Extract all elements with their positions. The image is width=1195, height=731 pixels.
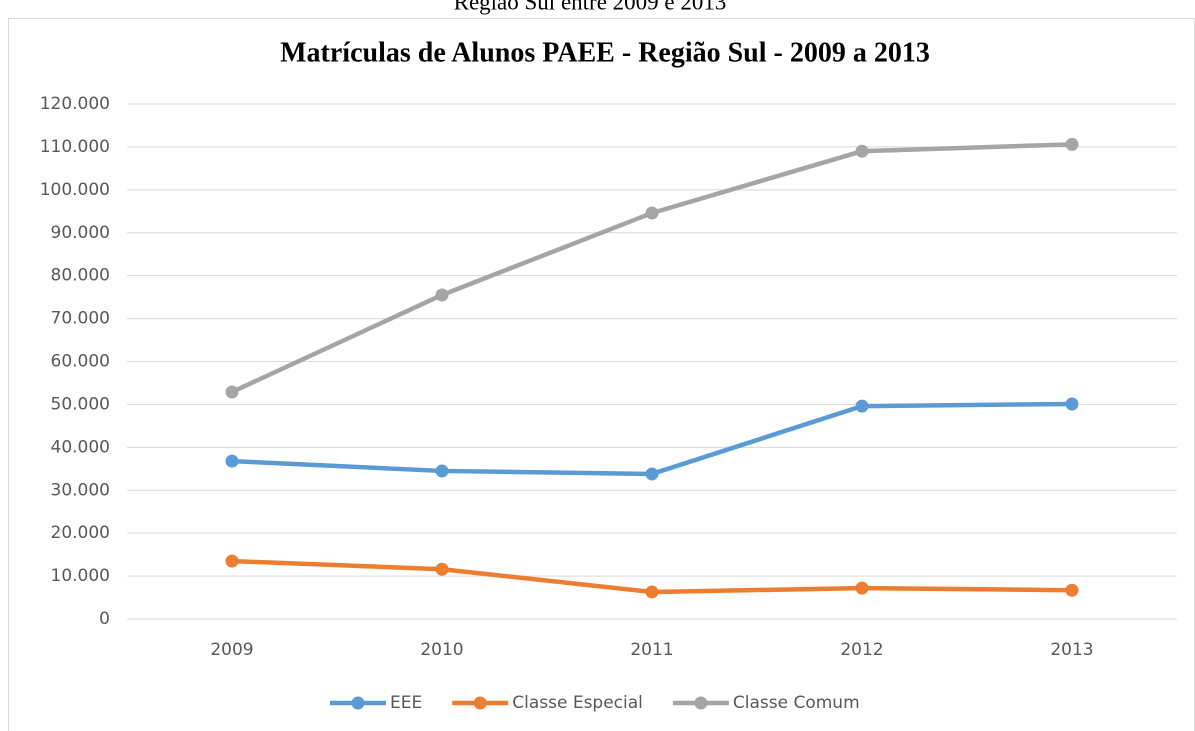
chart-frame — [8, 18, 1195, 731]
legend-label: Classe Comum — [733, 693, 860, 713]
legend-marker — [351, 696, 365, 710]
point — [225, 554, 239, 568]
y-tick-label: 100.000 — [40, 180, 110, 200]
x-tick-label: 2013 — [1050, 640, 1093, 660]
point — [645, 467, 659, 481]
point — [435, 562, 449, 576]
y-tick-label: 60.000 — [51, 352, 110, 372]
point — [645, 206, 659, 220]
y-tick-label: 110.000 — [40, 137, 110, 157]
y-tick-label: 10.000 — [51, 566, 110, 586]
x-tick-label: 2010 — [420, 640, 463, 660]
point — [435, 288, 449, 302]
point — [225, 454, 239, 468]
y-tick-label: 50.000 — [51, 394, 110, 414]
point — [225, 385, 239, 399]
x-tick-label: 2011 — [630, 640, 673, 660]
y-tick-label: 80.000 — [51, 266, 110, 286]
point — [1065, 583, 1079, 597]
point — [1065, 397, 1079, 411]
point — [855, 581, 869, 595]
legend-label: Classe Especial — [512, 693, 643, 713]
chart-title: Matrículas de Alunos PAEE - Região Sul -… — [280, 37, 930, 68]
y-tick-label: 40.000 — [51, 437, 110, 457]
x-tick-label: 2012 — [840, 640, 883, 660]
x-tick-label: 2009 — [210, 640, 253, 660]
legend-marker — [694, 696, 708, 710]
point — [645, 585, 659, 599]
legend-label: EEE — [390, 693, 422, 713]
point — [855, 399, 869, 413]
y-tick-label: 20.000 — [51, 523, 110, 543]
y-tick-label: 90.000 — [51, 223, 110, 243]
point — [435, 464, 449, 478]
y-tick-label: 0 — [99, 609, 110, 629]
legend-marker — [473, 696, 487, 710]
caption: Região Sul entre 2009 e 2013 — [454, 0, 727, 14]
y-tick-label: 70.000 — [51, 309, 110, 329]
point — [1065, 137, 1079, 151]
y-tick-label: 120.000 — [40, 94, 110, 114]
point — [855, 144, 869, 158]
y-tick-label: 30.000 — [51, 480, 110, 500]
